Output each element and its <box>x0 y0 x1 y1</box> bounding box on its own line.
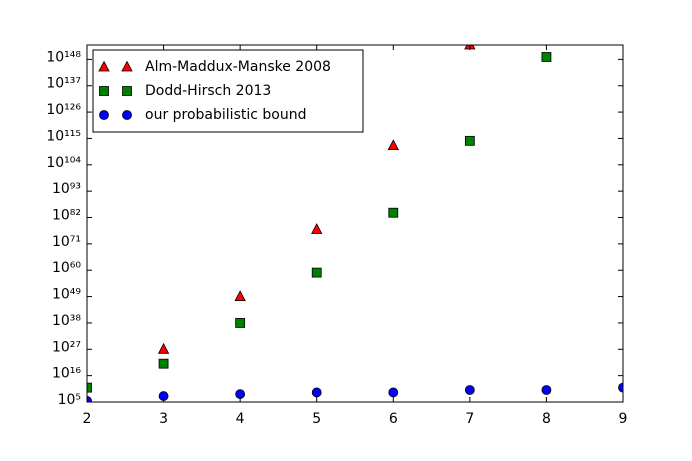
marker-circle <box>388 387 399 398</box>
y-tick-label: 10³⁸ <box>52 313 81 329</box>
y-tick-label: 10¹²⁶ <box>46 102 81 118</box>
marker-triangle <box>157 342 170 354</box>
y-tick-label: 10⁸² <box>52 208 81 224</box>
marker-circle <box>618 382 623 393</box>
marker-square <box>388 207 399 218</box>
marker-triangle <box>387 139 399 151</box>
x-tick-label: 5 <box>312 411 321 427</box>
marker-square <box>235 318 246 328</box>
y-tick-label: 10¹¹⁵ <box>46 128 81 144</box>
marker-circle <box>87 395 92 402</box>
axes-frame <box>86 44 624 403</box>
y-tick-label: 10⁵ <box>58 392 81 408</box>
plot-area <box>87 45 623 402</box>
marker-circle <box>541 385 552 395</box>
marker-square <box>541 52 552 62</box>
marker-circle <box>464 385 475 395</box>
marker-triangle <box>311 223 323 234</box>
legend-label: Dodd-Hirsch 2013 <box>145 83 271 99</box>
x-tick-label: 3 <box>159 411 168 427</box>
x-tick-label: 2 <box>83 411 92 427</box>
y-tick-label: 10⁷¹ <box>52 234 81 250</box>
marker-triangle <box>98 60 110 72</box>
legend-box <box>92 49 364 133</box>
y-tick-label: 10⁴⁹ <box>52 287 81 303</box>
y-tick-label: 10¹⁴⁸ <box>46 49 81 65</box>
x-tick-label: 7 <box>465 411 474 427</box>
y-tick-label: 10¹³⁷ <box>46 76 81 92</box>
marker-square <box>158 358 169 369</box>
marker-circle <box>122 110 132 120</box>
marker-triangle <box>121 60 133 72</box>
legend-label: our probabilistic bound <box>145 107 306 123</box>
legend-label: Alm-Maddux-Manske 2008 <box>145 59 331 75</box>
marker-square <box>122 86 132 96</box>
marker-square <box>99 86 109 96</box>
marker-square <box>311 267 322 278</box>
marker-circle <box>99 110 109 120</box>
y-tick-label: 10⁶⁰ <box>52 260 81 276</box>
marker-circle <box>311 387 322 398</box>
marker-square <box>464 135 475 146</box>
marker-triangle <box>234 290 246 301</box>
y-tick-label: 10⁹³ <box>52 181 81 197</box>
y-tick-label: 10¹⁰⁴ <box>46 155 81 171</box>
marker-square <box>87 382 92 393</box>
x-tick-label: 6 <box>389 411 398 427</box>
x-tick-label: 8 <box>542 411 551 427</box>
x-tick-label: 4 <box>236 411 245 427</box>
x-tick-label: 9 <box>619 411 628 427</box>
y-tick-label: 10²⁷ <box>52 339 81 355</box>
y-tick-label: 10¹⁶ <box>52 366 81 382</box>
